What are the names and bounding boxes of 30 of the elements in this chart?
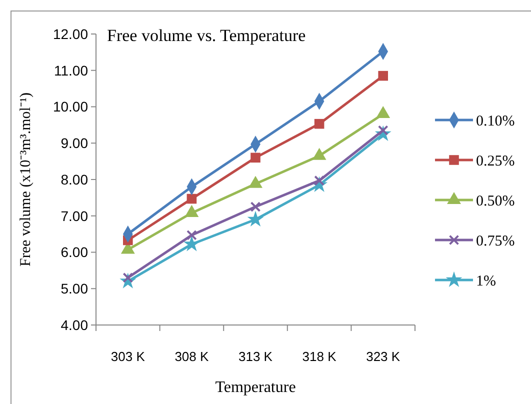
y-tick-label: 11.00 <box>54 62 88 78</box>
chart-title: Free volume vs. Temperature <box>107 26 306 45</box>
point <box>186 230 197 240</box>
y-tick-label: 10.00 <box>52 98 88 115</box>
point <box>250 202 261 212</box>
y-tick-label: 6.00 <box>60 244 88 260</box>
x-tick-label: 303 K <box>110 349 146 364</box>
x-axis-title: Temperature <box>215 379 296 396</box>
x-tick-label: 323 K <box>366 349 400 364</box>
point <box>250 152 260 163</box>
point <box>247 210 264 227</box>
legend-label: 0.75% <box>476 233 515 250</box>
y-tick-label: 9.00 <box>60 135 88 152</box>
legend-label: 0.10% <box>476 113 515 130</box>
legend-label: 0.50% <box>476 193 515 210</box>
x-tick-label: 313 K <box>238 349 273 364</box>
point <box>186 194 197 204</box>
y-tick-label: 8.00 <box>60 171 88 188</box>
x-tick-label: 318 K <box>302 349 337 364</box>
point <box>183 236 200 252</box>
y-tick-label: 12.00 <box>52 26 88 42</box>
point <box>314 118 324 129</box>
point <box>378 70 388 81</box>
x-tick-label: 308 K <box>174 349 210 364</box>
y-tick-label: 5.00 <box>60 280 88 297</box>
legend-label: 0.25% <box>476 153 515 170</box>
legend-label: 1% <box>476 273 496 290</box>
y-tick-label: 7.00 <box>60 208 88 224</box>
y-axis-title: Free volume (x10⁻³m³.mol⁻¹) <box>18 92 34 266</box>
y-tick-label: 4.00 <box>60 316 88 333</box>
